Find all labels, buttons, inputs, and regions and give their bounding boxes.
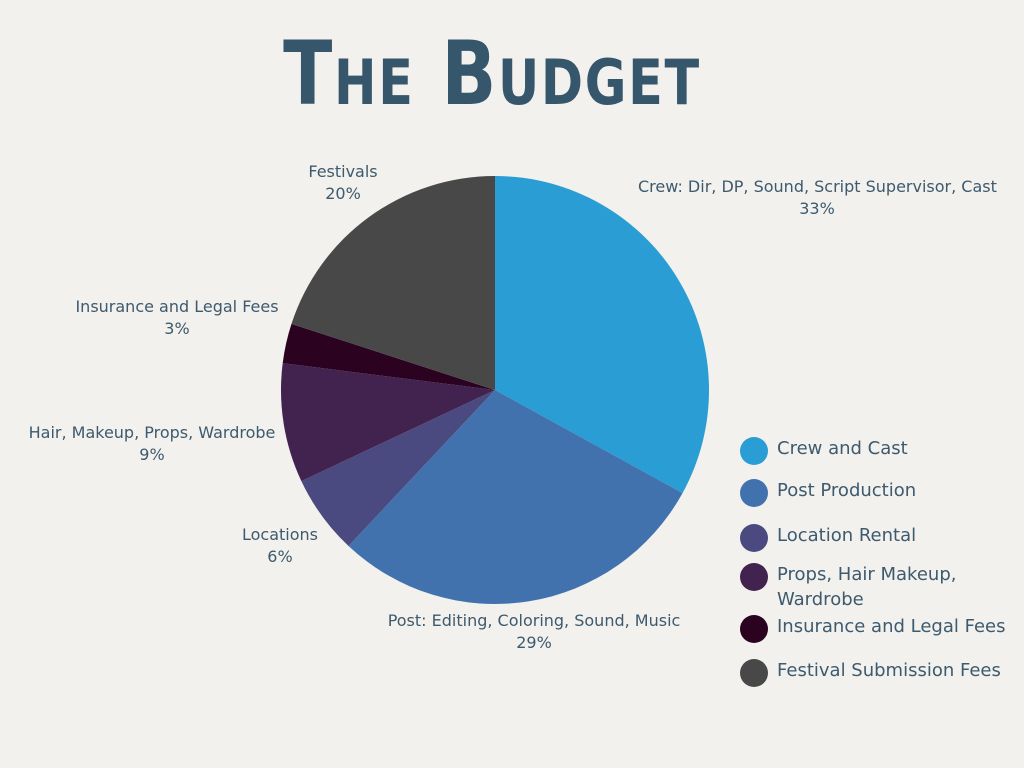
legend-item-post: Post Production [740, 478, 1017, 507]
slice-label-post: Post: Editing, Coloring, Sound, Music 29… [384, 610, 684, 654]
legend-label-location: Location Rental [777, 525, 917, 546]
legend-item-props: Props, Hair Makeup, Wardrobe [740, 562, 977, 612]
legend-swatch-insurance [740, 615, 768, 643]
slice-label-post-percent: 29% [516, 633, 552, 652]
pie-slice-hair [281, 363, 495, 482]
pie-slice-insurance [282, 323, 495, 390]
legend-swatch-post [740, 479, 768, 507]
slice-label-insurance-name: Insurance and Legal Fees [75, 297, 279, 316]
slice-label-crew-percent: 33% [799, 199, 835, 218]
slice-label-festivals-percent: 20% [325, 184, 361, 203]
pie-slice-festivals [291, 175, 495, 390]
legend-label-post: Post Production [777, 480, 917, 501]
legend-item-crew: Crew and Cast [740, 436, 1017, 465]
slice-label-hair: Hair, Makeup, Props, Wardrobe 9% [22, 422, 282, 466]
slice-label-locations-percent: 6% [267, 547, 293, 566]
pie-slice-post [348, 390, 683, 605]
pie-slice-crew [495, 176, 710, 494]
legend-swatch-festival [740, 659, 768, 687]
slice-label-locations: Locations 6% [225, 524, 335, 568]
pie-slice-locations [301, 390, 495, 546]
legend-label-props: Props, Hair Makeup, Wardrobe [777, 564, 957, 610]
legend-label-insurance: Insurance and Legal Fees [777, 616, 1006, 637]
legend-swatch-crew [740, 437, 768, 465]
chart-title: The Budget [283, 22, 701, 125]
slice-label-post-name: Post: Editing, Coloring, Sound, Music [387, 611, 681, 630]
slice-label-hair-name: Hair, Makeup, Props, Wardrobe [28, 423, 276, 442]
slice-label-hair-percent: 9% [139, 445, 165, 464]
legend-item-location: Location Rental [740, 523, 1017, 552]
legend-item-insurance: Insurance and Legal Fees [740, 614, 1017, 643]
slice-label-locations-name: Locations [241, 525, 318, 544]
slice-label-insurance-percent: 3% [164, 319, 190, 338]
legend-swatch-location [740, 524, 768, 552]
slice-label-crew: Crew: Dir, DP, Sound, Script Supervisor,… [638, 176, 997, 220]
legend-label-crew: Crew and Cast [777, 438, 908, 459]
slice-label-festivals: Festivals 20% [293, 161, 393, 205]
legend-label-festival: Festival Submission Fees [777, 660, 1001, 681]
legend-swatch-props [740, 563, 768, 591]
slice-label-festivals-name: Festivals [308, 162, 378, 181]
slice-label-insurance: Insurance and Legal Fees 3% [72, 296, 282, 340]
slice-label-crew-name: Crew: Dir, DP, Sound, Script Supervisor,… [638, 177, 997, 196]
legend-item-festival: Festival Submission Fees [740, 658, 1017, 687]
